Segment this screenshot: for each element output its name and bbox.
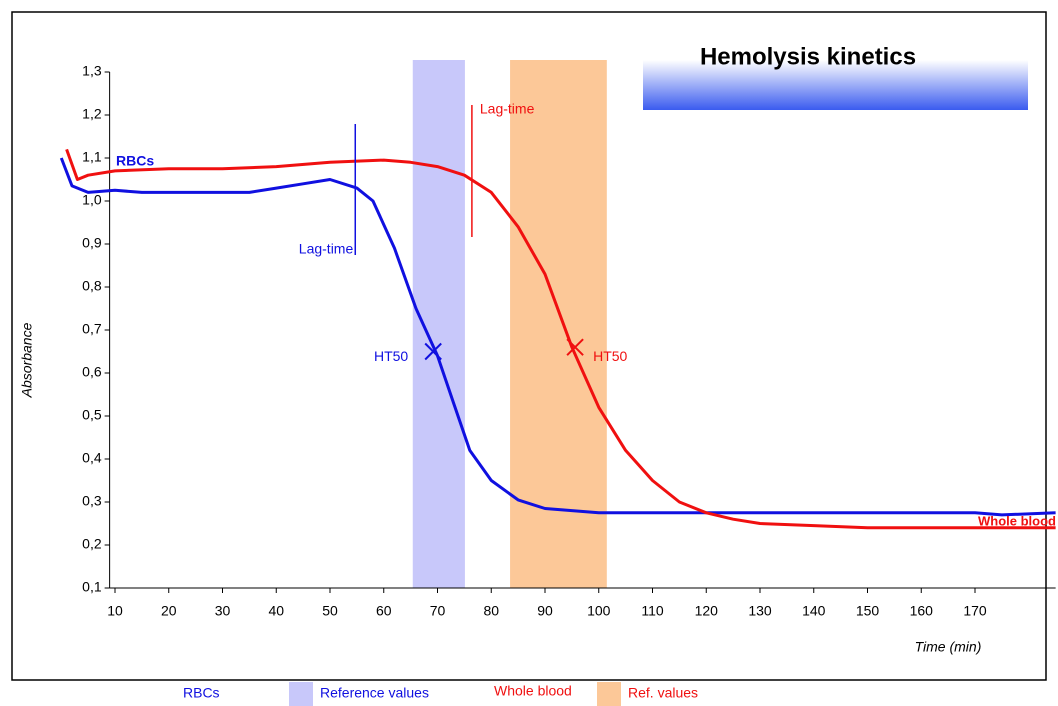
x-tick-label: 90 bbox=[537, 603, 553, 619]
x-tick-label: 20 bbox=[161, 603, 177, 619]
chart-title: Hemolysis kinetics bbox=[700, 43, 916, 70]
x-tick-label: 60 bbox=[376, 603, 392, 619]
x-axis-label: Time (min) bbox=[915, 639, 982, 655]
series-line bbox=[59, 157, 1056, 517]
y-tick-label: 1,3 bbox=[82, 63, 102, 79]
x-tick-label: 100 bbox=[587, 603, 611, 619]
annotation: RBCs bbox=[116, 153, 154, 169]
y-tick-label: 1,0 bbox=[82, 192, 102, 208]
annotation: Lag-time bbox=[480, 101, 535, 117]
y-tick-label: 0,9 bbox=[82, 235, 102, 251]
x-tick-label: 120 bbox=[695, 603, 719, 619]
y-axis-label: Absorbance bbox=[19, 322, 35, 398]
x-tick-label: 50 bbox=[322, 603, 338, 619]
y-tick-label: 0,4 bbox=[82, 450, 102, 466]
x-tick-label: 110 bbox=[641, 603, 664, 619]
legend-swatch bbox=[597, 682, 621, 706]
ht50-marker bbox=[424, 342, 442, 361]
legend-swatch bbox=[289, 682, 313, 706]
x-tick-label: 70 bbox=[430, 603, 446, 619]
y-tick-label: 0,1 bbox=[82, 579, 102, 595]
x-tick-label: 140 bbox=[802, 603, 826, 619]
x-tick-label: 130 bbox=[748, 603, 772, 619]
reference-band bbox=[510, 60, 607, 588]
x-tick-label: 160 bbox=[910, 603, 934, 619]
annotation: HT50 bbox=[593, 348, 627, 364]
legend-label: Reference values bbox=[320, 685, 429, 701]
x-tick-label: 150 bbox=[856, 603, 880, 619]
legend-label: Ref. values bbox=[628, 685, 698, 701]
reference-band bbox=[412, 60, 465, 588]
annotation: HT50 bbox=[374, 348, 408, 364]
annotation: Lag-time bbox=[299, 241, 354, 257]
ht50-marker bbox=[566, 338, 584, 356]
y-tick-label: 0,7 bbox=[82, 321, 102, 337]
series-line bbox=[65, 148, 1056, 530]
x-tick-label: 30 bbox=[215, 603, 231, 619]
x-tick-label: 10 bbox=[107, 603, 123, 619]
x-tick-label: 80 bbox=[483, 603, 499, 619]
x-tick-label: 170 bbox=[963, 603, 987, 619]
y-tick-label: 0,2 bbox=[82, 536, 102, 552]
y-tick-label: 0,8 bbox=[82, 278, 102, 294]
y-tick-label: 1,2 bbox=[82, 106, 102, 122]
x-tick-label: 40 bbox=[268, 603, 284, 619]
title-box bbox=[643, 60, 1028, 110]
legend-label: Whole blood bbox=[494, 683, 572, 699]
y-tick-label: 1,1 bbox=[82, 149, 102, 165]
y-tick-label: 0,6 bbox=[82, 364, 102, 380]
legend-label: RBCs bbox=[183, 685, 220, 701]
y-tick-label: 0,3 bbox=[82, 493, 102, 509]
annotation: Whole blood bbox=[978, 513, 1056, 528]
y-tick-label: 0,5 bbox=[82, 407, 102, 423]
